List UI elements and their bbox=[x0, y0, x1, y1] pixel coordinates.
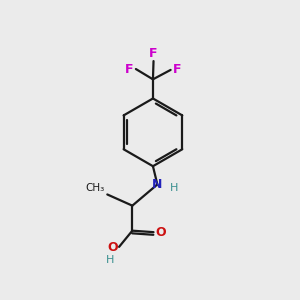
Text: H: H bbox=[106, 255, 114, 265]
Text: H: H bbox=[170, 183, 178, 193]
Text: N: N bbox=[152, 178, 163, 191]
Text: CH₃: CH₃ bbox=[86, 183, 105, 193]
Text: F: F bbox=[125, 62, 134, 76]
Text: O: O bbox=[156, 226, 166, 239]
Text: O: O bbox=[107, 241, 118, 254]
Text: F: F bbox=[173, 63, 181, 76]
Text: F: F bbox=[149, 46, 158, 60]
